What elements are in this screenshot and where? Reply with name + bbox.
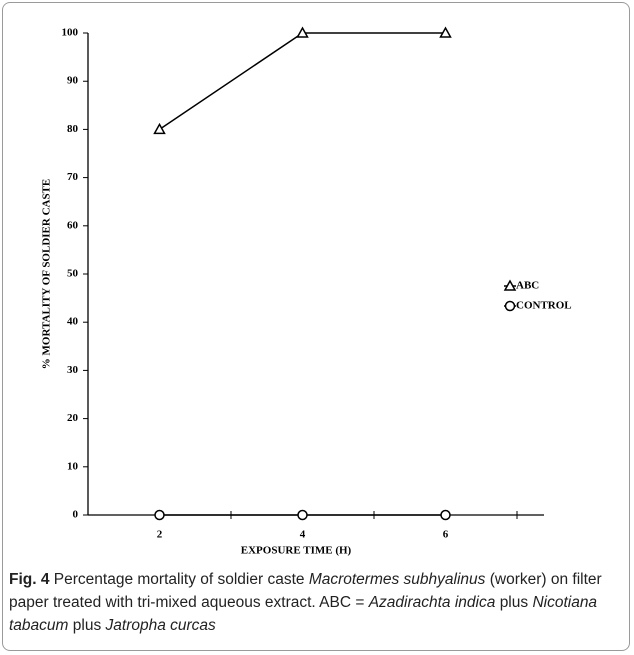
caption-text: plus <box>499 594 529 611</box>
y-tick-label: 90 <box>67 75 79 87</box>
y-axis-label: % MORTALITY OF SOLDIER CASTE <box>41 179 53 370</box>
marker <box>153 122 166 135</box>
x-tick-label: 6 <box>443 529 449 541</box>
y-tick-label: 60 <box>67 219 79 231</box>
x-tick-label: 4 <box>300 529 306 541</box>
caption-text: plus <box>72 617 102 634</box>
x-axis-label: EXPOSURE TIME (H) <box>241 545 352 557</box>
marker <box>296 26 309 38</box>
caption-text: Azadirachta indica <box>368 594 496 611</box>
caption: Fig. 4 Percentage mortality of soldier c… <box>9 568 614 637</box>
marker <box>297 509 308 521</box>
chart: 0 10 20 30 40 50 60 70 80 90 100 2 4 6 EXPOSURE TIME (… <box>41 26 572 557</box>
legend-label: CONTROL <box>516 300 572 312</box>
caption-label: Fig. 4 <box>9 571 50 588</box>
y-tick-label: 100 <box>62 27 79 39</box>
y-tick-label: 80 <box>67 123 79 135</box>
caption-text: Jatropha curcas <box>105 617 216 634</box>
y-tick-label: 30 <box>67 364 79 376</box>
legend-label: ABC <box>516 280 539 292</box>
caption-text: Macrotermes subhyalinus <box>308 571 486 588</box>
y-tick-label: 0 <box>73 509 79 521</box>
legend-marker <box>504 300 516 312</box>
marker <box>154 509 165 521</box>
y-tick-label: 40 <box>67 316 79 328</box>
caption-text: Percentage mortality of soldier caste <box>53 571 305 588</box>
x-tick-label: 2 <box>157 529 163 541</box>
y-tick-label: 70 <box>67 171 79 183</box>
marker <box>439 26 452 38</box>
legend-marker <box>503 279 517 291</box>
caption-text: (worker) on filter paper treated with tr… <box>9 571 602 611</box>
series-line <box>159 32 446 131</box>
y-tick-label: 50 <box>67 268 79 280</box>
y-tick-label: 20 <box>67 412 79 424</box>
caption-text: Nicotiana tabacum <box>9 594 598 634</box>
y-tick-label: 10 <box>67 460 79 472</box>
marker <box>440 509 451 521</box>
